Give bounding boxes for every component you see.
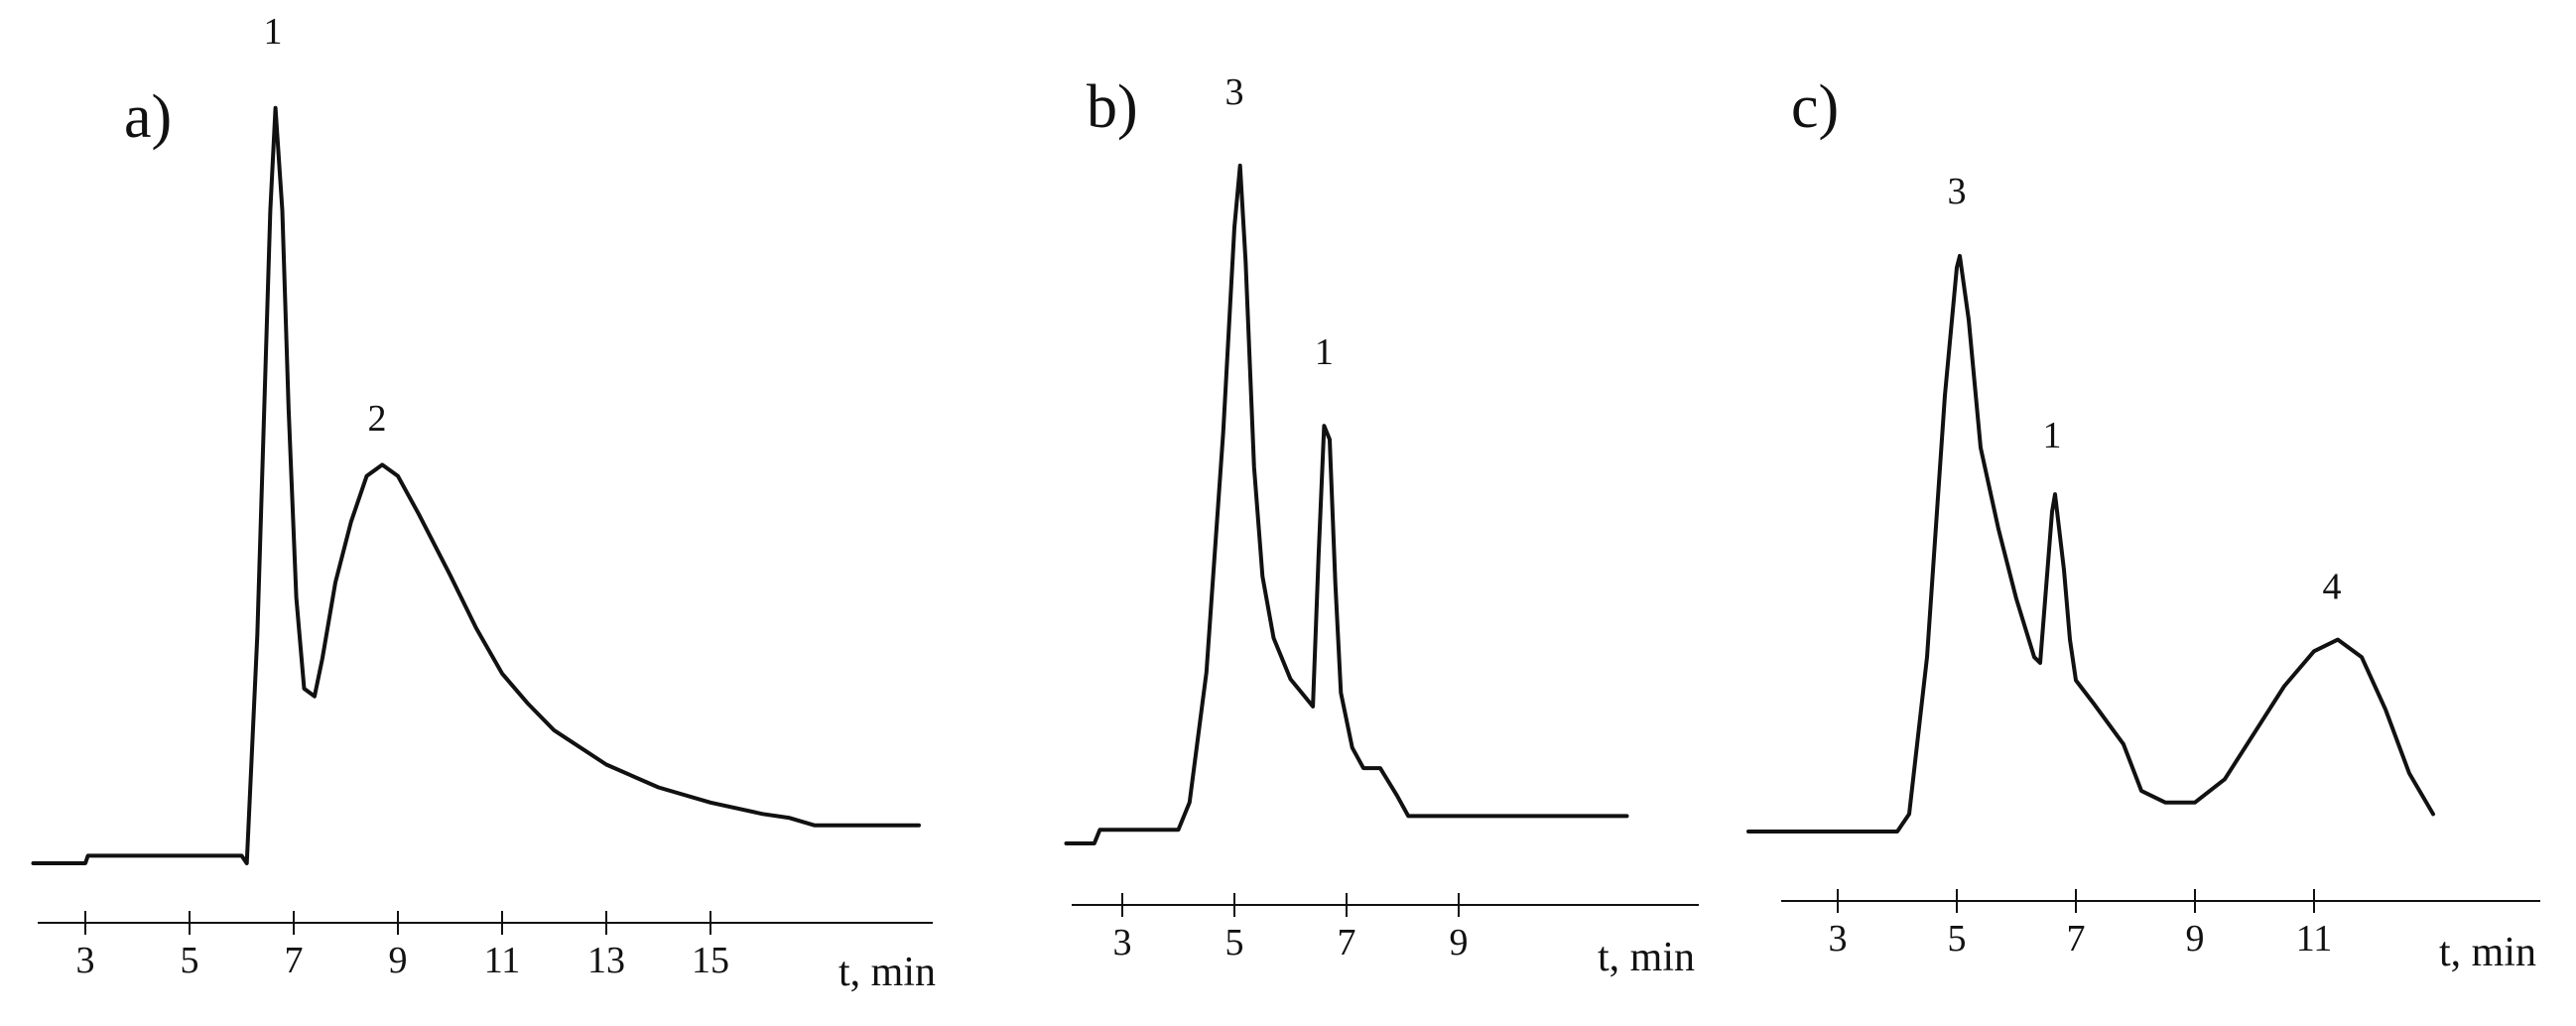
x-tick-label: 9 [389,940,408,981]
x-tick-label: 3 [76,940,95,981]
chromatogram-panel-c: 3 5 7 9 11 t, min c) 3 1 4 [1746,73,2540,975]
peak-label: 4 [2323,567,2342,608]
x-tick-label: 5 [1948,918,1967,960]
peak-label: 2 [368,398,387,440]
x-tick-label: 11 [2296,918,2333,960]
x-axis-label: t, min [838,950,936,995]
x-axis-label: t, min [1598,935,1695,980]
panel-label: b) [1087,73,1138,141]
x-tick-label: 3 [1113,922,1132,963]
peak-label: 1 [2043,415,2062,456]
x-tick-label: 7 [2067,918,2086,960]
chromatogram-trace [31,105,921,865]
x-tick-label: 7 [285,940,304,981]
x-tick-label: 7 [1338,922,1356,963]
peak-label: 3 [1225,71,1244,113]
peak-label: 1 [264,11,283,53]
panel-label: a) [124,83,172,151]
chromatogram-panel-b: 3 5 7 9 t, min b) 3 1 [1064,71,1699,980]
x-tick-label: 5 [181,940,199,981]
x-tick-label: 11 [484,940,521,981]
x-tick-label: 3 [1829,918,1848,960]
chromatogram-trace [1746,253,2435,834]
peak-label: 3 [1948,171,1967,212]
peak-label: 1 [1315,331,1334,373]
x-tick-label: 5 [1225,922,1244,963]
x-tick-label: 9 [2186,918,2205,960]
chromatogram-trace [1064,163,1629,845]
panel-label: c) [1791,73,1839,141]
chromatogram-panel-a: 3 5 7 9 11 13 15 t, min a) 1 2 [31,11,936,995]
x-tick-label: 9 [1450,922,1469,963]
x-tick-label: 13 [587,940,625,981]
x-axis-label: t, min [2439,930,2536,975]
x-tick-label: 15 [692,940,729,981]
